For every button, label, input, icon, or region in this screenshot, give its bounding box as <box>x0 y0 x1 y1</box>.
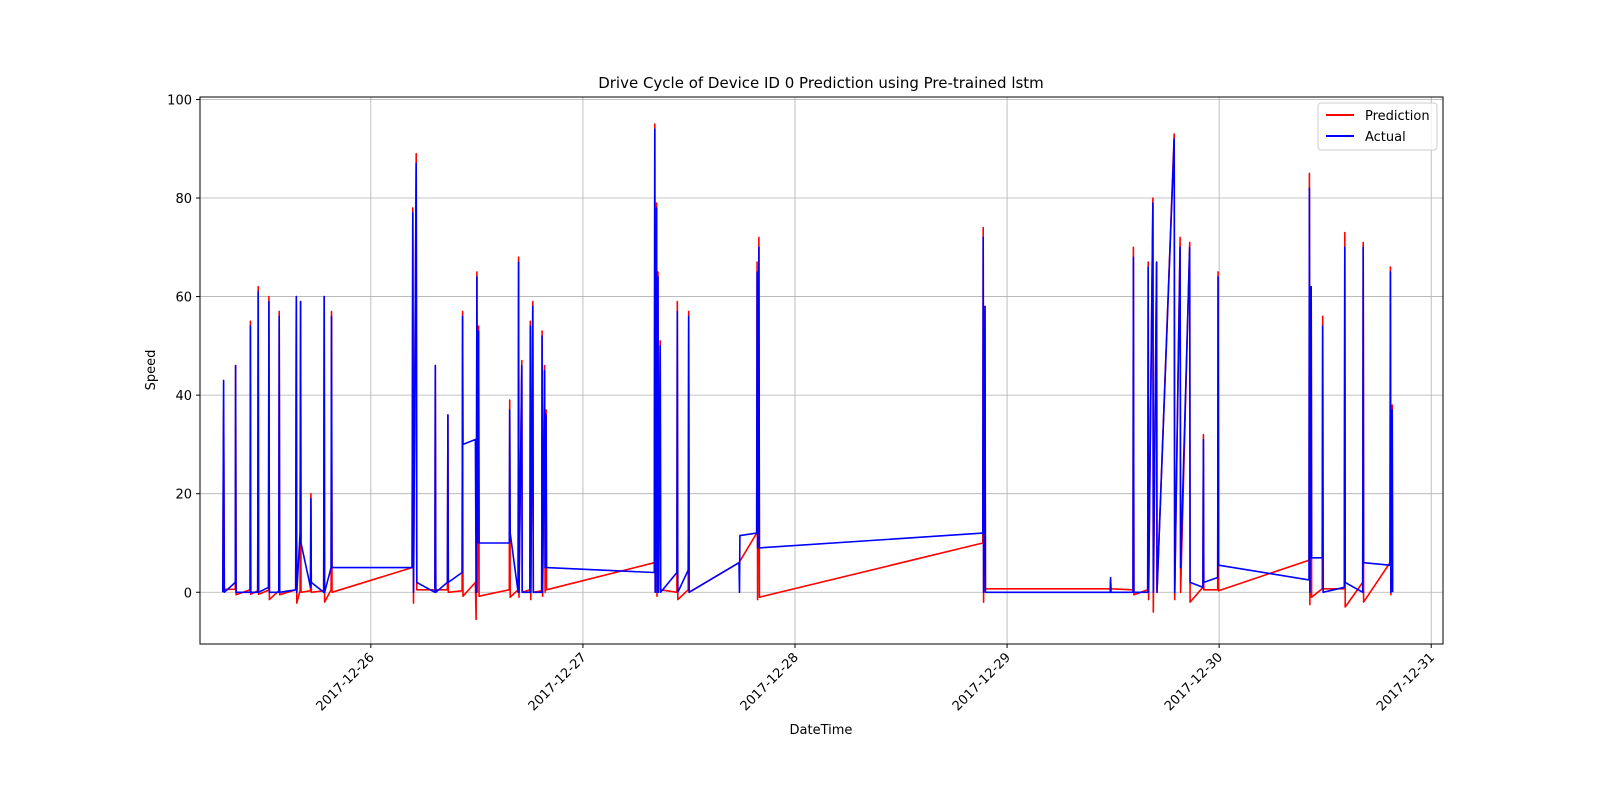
x-axis-label: DateTime <box>790 723 853 738</box>
y-tick-label: 40 <box>175 389 192 404</box>
plot-area <box>199 96 1444 645</box>
series-line-actual <box>222 128 1394 594</box>
series-lines <box>222 123 1394 621</box>
y-tick-label: 80 <box>175 192 192 207</box>
legend-label-actual: Actual <box>1365 130 1406 145</box>
y-tick-label: 60 <box>175 291 192 306</box>
y-tick-label: 0 <box>184 586 192 601</box>
y-tick-label: 20 <box>175 488 192 503</box>
y-tick-label: 100 <box>167 93 192 108</box>
y-axis-label: Speed <box>144 350 159 391</box>
legend: Prediction Actual <box>1317 102 1438 151</box>
chart-title: Drive Cycle of Device ID 0 Prediction us… <box>598 74 1044 92</box>
legend-label-prediction: Prediction <box>1365 109 1430 124</box>
